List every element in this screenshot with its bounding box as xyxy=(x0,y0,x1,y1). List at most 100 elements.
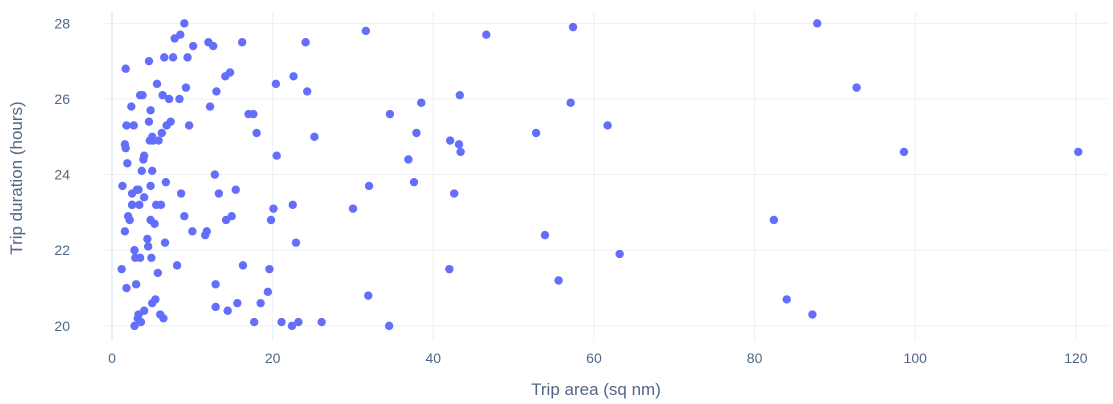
data-point[interactable] xyxy=(176,30,185,39)
data-point[interactable] xyxy=(256,298,265,308)
data-point[interactable] xyxy=(131,280,141,289)
data-point[interactable] xyxy=(151,295,160,304)
data-point[interactable] xyxy=(269,204,278,213)
data-point[interactable] xyxy=(160,238,170,247)
data-point[interactable] xyxy=(188,41,198,51)
data-point[interactable] xyxy=(603,121,612,130)
data-point[interactable] xyxy=(180,19,189,28)
data-point[interactable] xyxy=(130,321,139,331)
data-point[interactable] xyxy=(211,302,220,312)
data-point[interactable] xyxy=(180,212,189,221)
data-point[interactable] xyxy=(160,53,169,62)
data-point[interactable] xyxy=(540,230,550,240)
data-point[interactable] xyxy=(121,143,130,153)
data-point[interactable] xyxy=(384,321,394,331)
data-point[interactable] xyxy=(209,41,218,51)
data-point[interactable] xyxy=(152,79,162,89)
data-point[interactable] xyxy=(144,117,154,126)
data-point[interactable] xyxy=(139,193,149,202)
data-point[interactable] xyxy=(404,155,413,164)
data-point[interactable] xyxy=(176,189,186,198)
data-point[interactable] xyxy=(117,264,126,274)
data-point[interactable] xyxy=(266,215,276,225)
data-point[interactable] xyxy=(147,253,156,263)
data-point[interactable] xyxy=(531,128,541,138)
data-point[interactable] xyxy=(252,128,261,138)
data-point[interactable] xyxy=(291,238,301,247)
data-point[interactable] xyxy=(231,185,240,194)
data-point[interactable] xyxy=(287,321,297,331)
data-point[interactable] xyxy=(263,287,273,297)
data-point[interactable] xyxy=(303,87,312,96)
data-point[interactable] xyxy=(455,90,465,100)
data-point[interactable] xyxy=(361,26,371,36)
data-point[interactable] xyxy=(143,234,152,244)
data-point[interactable] xyxy=(181,83,191,92)
data-point[interactable] xyxy=(782,295,791,304)
data-point[interactable] xyxy=(125,215,134,225)
data-point[interactable] xyxy=(1074,147,1083,157)
data-point[interactable] xyxy=(238,261,248,270)
data-point[interactable] xyxy=(164,94,174,104)
data-point[interactable] xyxy=(554,276,563,285)
data-point[interactable] xyxy=(385,109,395,119)
data-point[interactable] xyxy=(137,166,146,176)
data-point[interactable] xyxy=(456,147,465,157)
data-point[interactable] xyxy=(188,227,197,236)
data-point[interactable] xyxy=(153,268,163,278)
data-point[interactable] xyxy=(769,215,779,225)
data-point[interactable] xyxy=(294,317,303,327)
data-point[interactable] xyxy=(127,102,136,111)
data-point[interactable] xyxy=(138,90,147,100)
data-point[interactable] xyxy=(813,19,822,28)
data-point[interactable] xyxy=(310,132,319,141)
data-point[interactable] xyxy=(139,306,149,315)
data-point[interactable] xyxy=(223,306,232,315)
data-point[interactable] xyxy=(568,22,578,32)
data-point[interactable] xyxy=(301,38,310,47)
data-point[interactable] xyxy=(139,151,149,160)
data-point[interactable] xyxy=(225,68,235,77)
data-point[interactable] xyxy=(615,249,624,259)
data-point[interactable] xyxy=(211,280,220,289)
data-point[interactable] xyxy=(317,317,326,327)
data-point[interactable] xyxy=(205,102,215,111)
data-point[interactable] xyxy=(348,204,358,213)
data-point[interactable] xyxy=(249,109,258,119)
data-point[interactable] xyxy=(566,98,575,107)
data-point[interactable] xyxy=(129,121,138,130)
data-point[interactable] xyxy=(288,200,297,210)
data-point[interactable] xyxy=(271,79,281,89)
data-point[interactable] xyxy=(161,177,171,187)
data-point[interactable] xyxy=(808,310,817,319)
data-point[interactable] xyxy=(237,38,247,47)
data-point[interactable] xyxy=(233,298,242,308)
data-point[interactable] xyxy=(150,219,159,228)
data-point[interactable] xyxy=(412,128,421,138)
data-point[interactable] xyxy=(227,212,236,221)
data-point[interactable] xyxy=(127,200,137,210)
data-point[interactable] xyxy=(120,227,130,236)
data-point[interactable] xyxy=(143,242,153,251)
data-point[interactable] xyxy=(249,317,259,327)
data-point[interactable] xyxy=(146,181,155,191)
data-point[interactable] xyxy=(202,227,212,236)
data-point[interactable] xyxy=(214,189,224,198)
data-point[interactable] xyxy=(482,30,491,39)
data-point[interactable] xyxy=(158,90,167,100)
data-point[interactable] xyxy=(123,159,132,168)
data-point[interactable] xyxy=(136,317,146,327)
data-point[interactable] xyxy=(172,261,182,270)
data-point[interactable] xyxy=(454,140,464,149)
data-point[interactable] xyxy=(364,291,373,300)
data-point[interactable] xyxy=(210,170,220,179)
data-point[interactable] xyxy=(118,181,127,191)
data-point[interactable] xyxy=(135,200,144,210)
data-point[interactable] xyxy=(154,136,163,145)
data-point[interactable] xyxy=(289,72,298,81)
data-point[interactable] xyxy=(166,117,175,126)
data-point[interactable] xyxy=(212,87,221,96)
data-point[interactable] xyxy=(175,94,184,104)
data-point[interactable] xyxy=(157,128,167,138)
data-point[interactable] xyxy=(277,317,286,327)
